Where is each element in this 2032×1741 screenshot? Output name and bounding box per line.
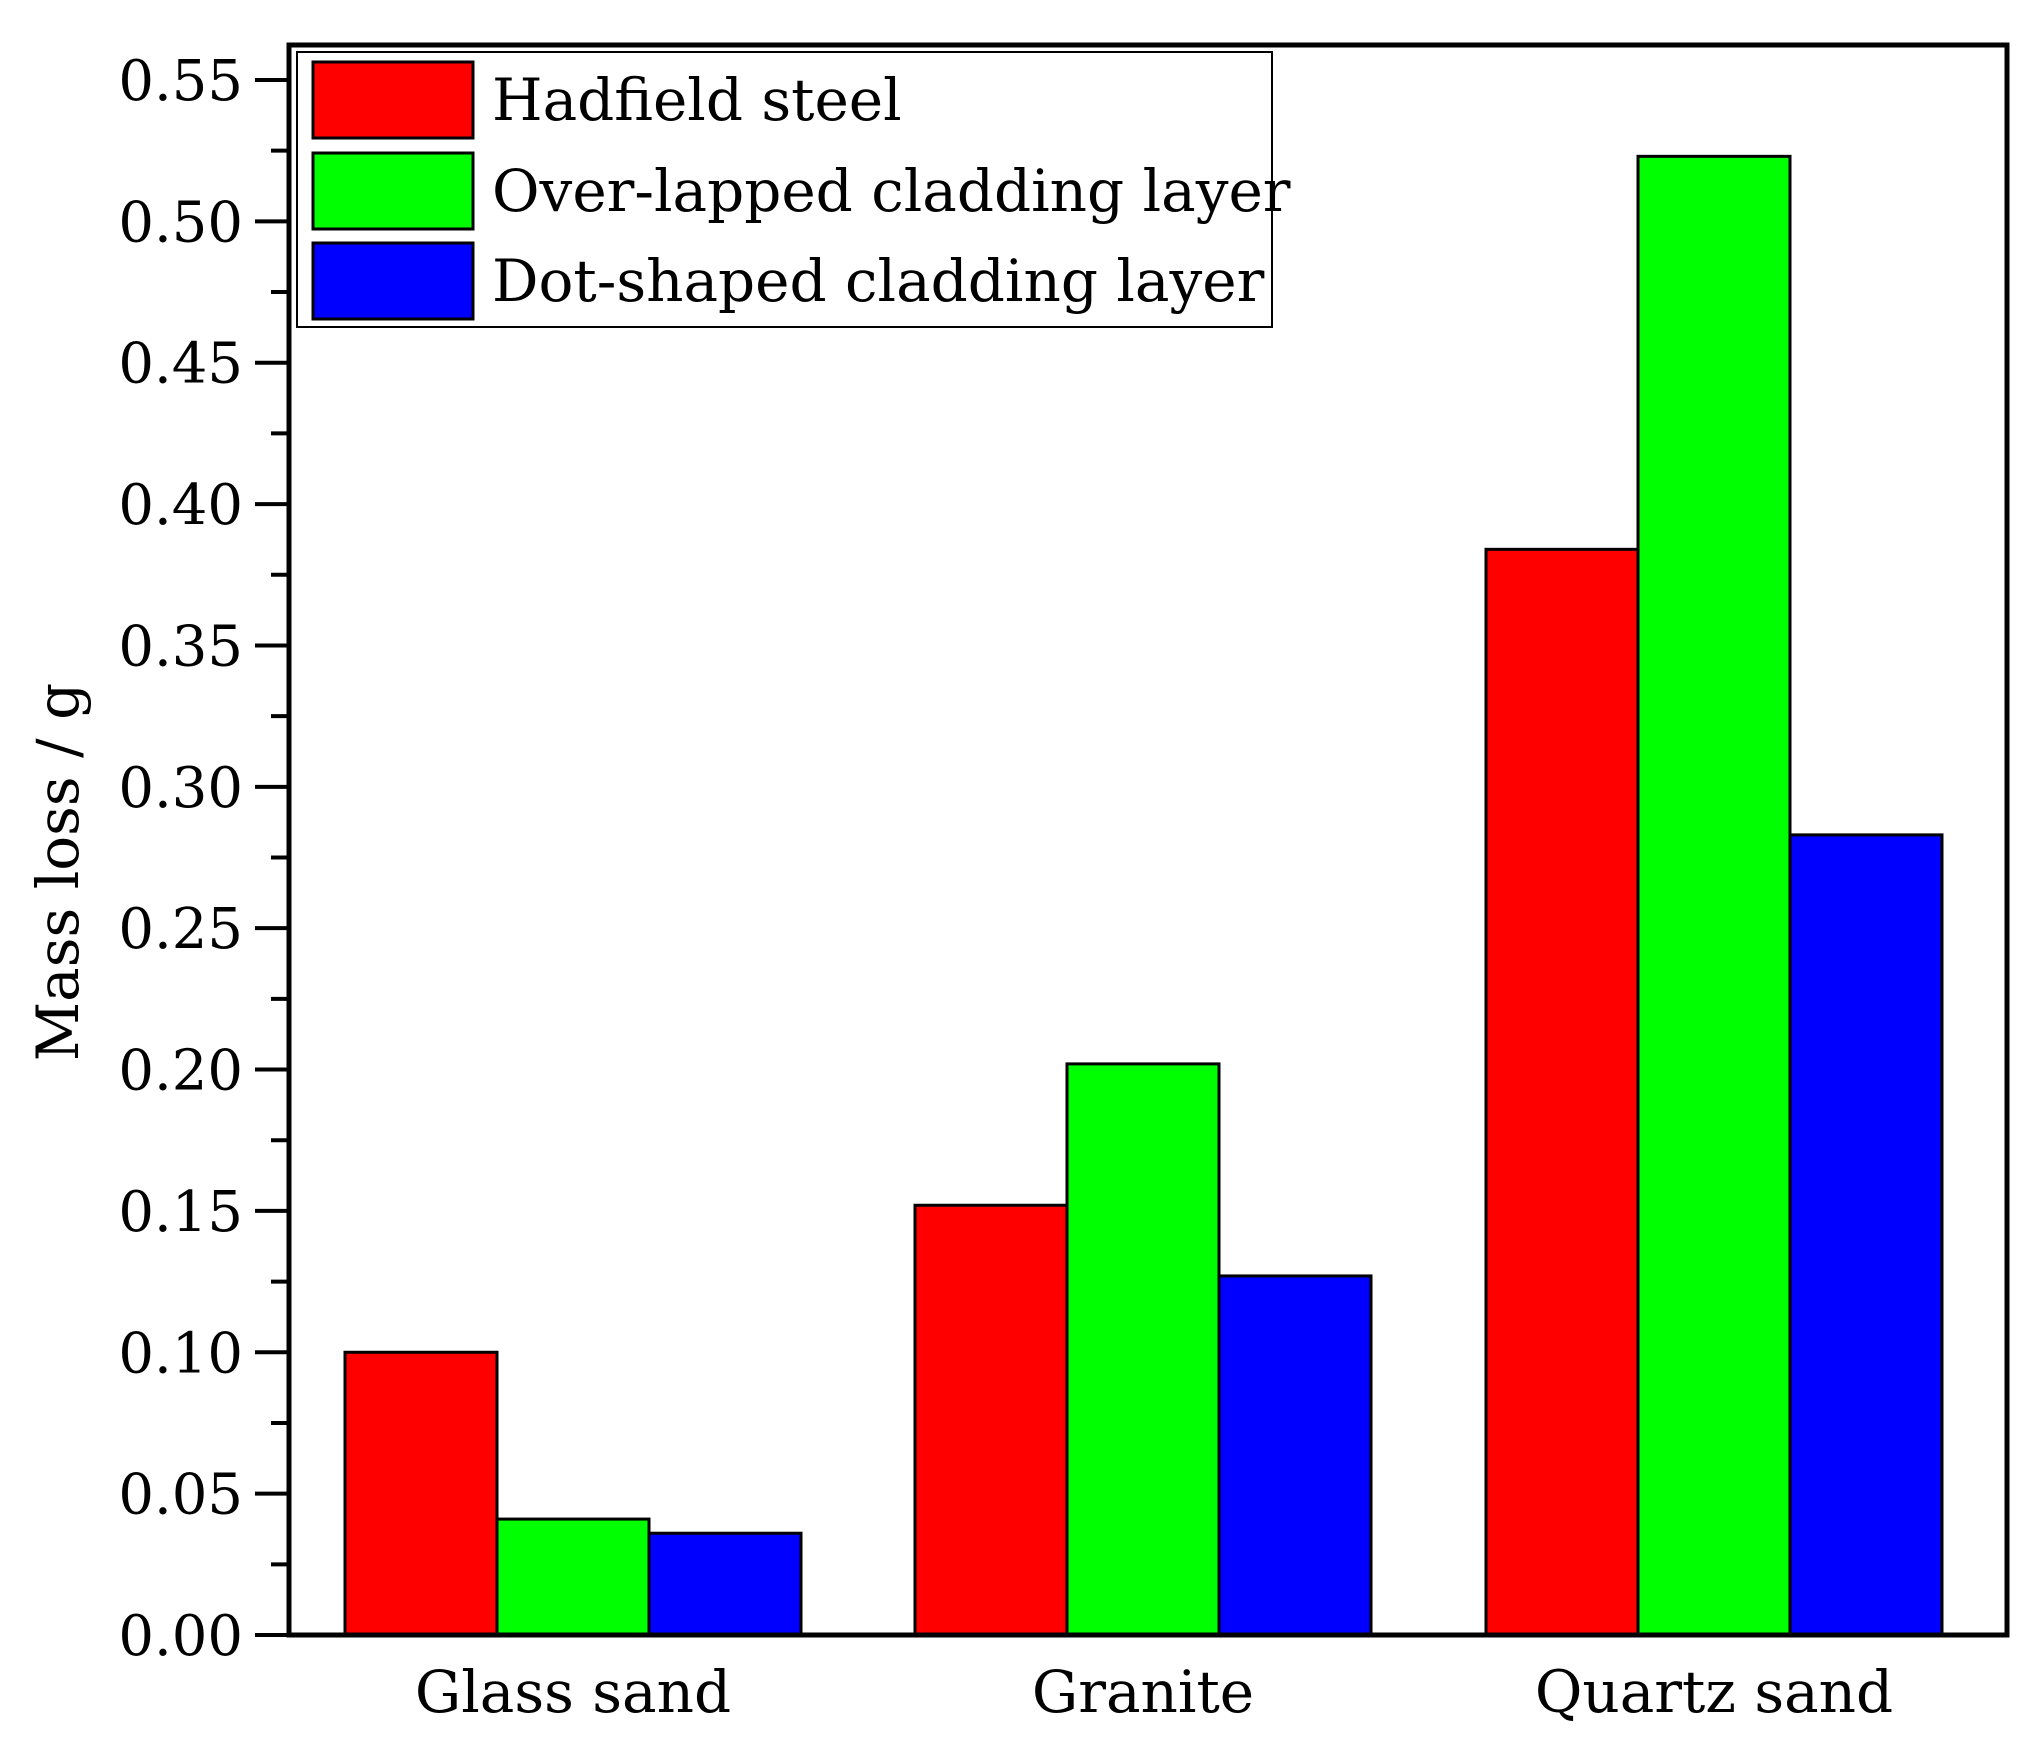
bar-granite-over-lapped-cladding-layer <box>1065 1062 1221 1637</box>
bar-quartz-sand-dot-shaped-cladding-layer <box>1788 833 1944 1637</box>
x-category-label: Glass sand <box>415 1658 731 1726</box>
x-category-label: Quartz sand <box>1535 1658 1893 1726</box>
y-ticks: 0.00 0.05 0.10 0.15 0.20 0.25 0.30 0.35 0.40 0.45… <box>118 49 289 1669</box>
y-tick-label: 0.55 <box>118 49 243 114</box>
y-axis-title: Mass loss / g <box>24 683 92 1061</box>
y-tick-label: 0.45 <box>118 332 243 397</box>
legend: Hadfield steel Over-lapped cladding layer… <box>296 51 1291 328</box>
legend-label: Over-lapped cladding layer <box>492 157 1291 225</box>
legend-swatch <box>311 151 475 231</box>
x-category-label: Granite <box>1032 1658 1254 1726</box>
y-tick-label: 0.50 <box>118 190 243 255</box>
bar-quartz-sand-over-lapped-cladding-layer <box>1636 154 1792 1637</box>
y-tick-label: 0.30 <box>118 756 243 821</box>
legend-label: Dot-shaped cladding layer <box>492 247 1265 315</box>
bar-glass-sand-dot-shaped-cladding-layer <box>647 1531 803 1637</box>
legend-swatch <box>311 60 475 140</box>
bar-glass-sand-hadfield-steel <box>343 1350 499 1637</box>
x-category-labels: Glass sand Granite Quartz sand <box>415 1658 1893 1726</box>
y-tick-label: 0.10 <box>118 1321 243 1386</box>
legend-label: Hadfield steel <box>492 66 902 134</box>
legend-swatch <box>311 241 475 321</box>
y-tick-label: 0.05 <box>118 1463 243 1528</box>
y-tick-label: 0.35 <box>118 614 243 679</box>
bars-layer <box>343 154 1944 1637</box>
bar-granite-hadfield-steel <box>913 1203 1069 1637</box>
y-tick-label: 0.25 <box>118 897 243 962</box>
bar-glass-sand-over-lapped-cladding-layer <box>495 1517 651 1637</box>
bar-quartz-sand-hadfield-steel <box>1484 547 1640 1637</box>
y-tick-label: 0.00 <box>118 1604 243 1669</box>
y-tick-label: 0.20 <box>118 1039 243 1104</box>
plot-frame <box>286 42 2010 1638</box>
y-tick-label: 0.40 <box>118 473 243 538</box>
y-tick-label: 0.15 <box>118 1180 243 1245</box>
axes-layer: 0.00 0.05 0.10 0.15 0.20 0.25 0.30 0.35 0.40 0.45… <box>24 42 2010 1726</box>
bar-granite-dot-shaped-cladding-layer <box>1217 1274 1373 1637</box>
